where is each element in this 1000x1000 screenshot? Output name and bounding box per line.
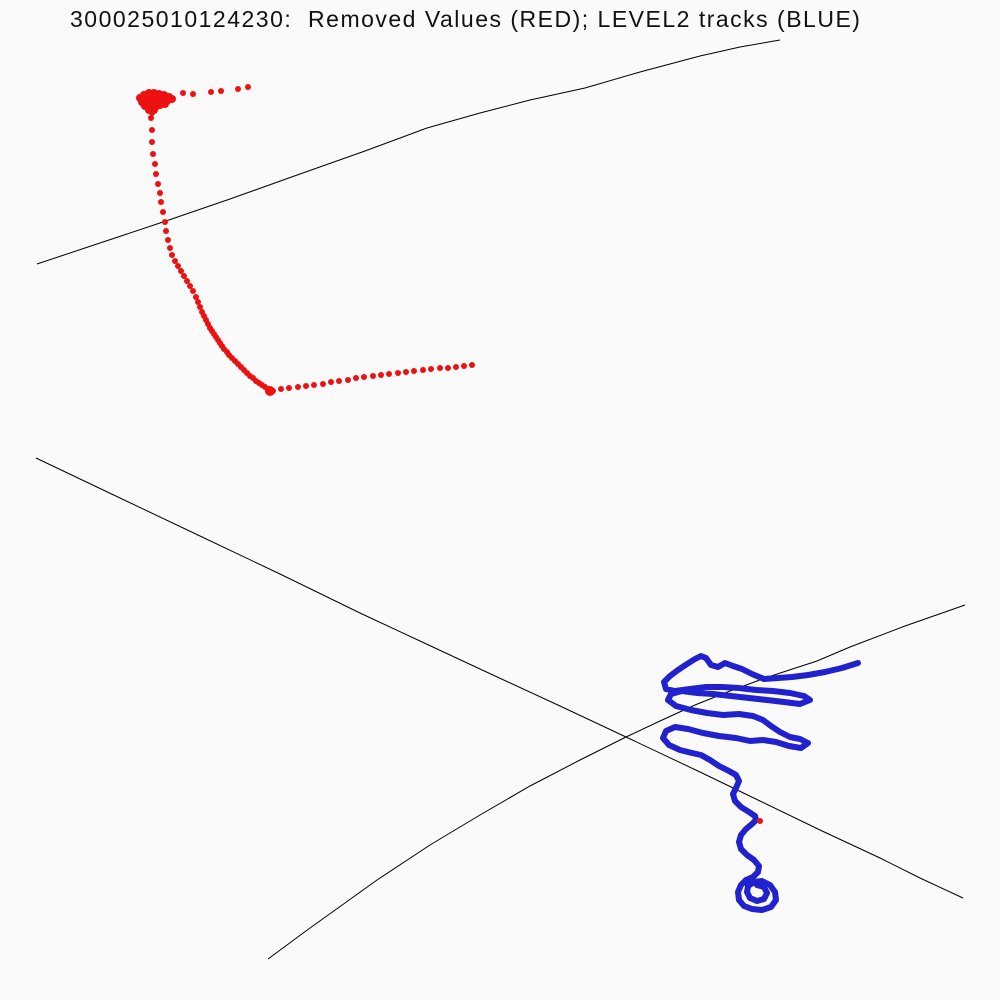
removed-value-dot	[149, 110, 155, 116]
removed-value-dot	[345, 377, 351, 383]
removed-value-dot	[286, 385, 292, 391]
removed-value-dot	[149, 127, 155, 133]
removed-value-dot	[757, 818, 763, 824]
removed-value-dot	[165, 237, 171, 243]
removed-value-dot	[336, 378, 342, 384]
removed-value-dot	[162, 219, 168, 225]
removed-value-dot	[411, 368, 417, 374]
removed-value-dot	[153, 171, 159, 177]
removed-value-dot	[303, 383, 309, 389]
removed-value-dot	[395, 370, 401, 376]
removed-value-dot	[370, 373, 376, 379]
removed-value-dot	[420, 367, 426, 373]
removed-value-dot	[160, 209, 166, 215]
removed-value-dot	[172, 258, 178, 264]
level2-track-line	[660, 653, 861, 913]
removed-value-dot	[181, 273, 187, 279]
removed-value-dot	[378, 372, 384, 378]
level2-tracks-series	[660, 653, 861, 913]
removed-value-dot	[161, 100, 169, 108]
removed-value-dot	[187, 283, 193, 289]
removed-value-dot	[184, 278, 190, 284]
removed-value-dot	[148, 115, 154, 121]
removed-value-dot	[190, 91, 196, 97]
removed-value-dot	[180, 90, 186, 96]
removed-value-dot	[163, 228, 169, 234]
removed-value-dot	[193, 294, 199, 300]
removed-value-dot	[197, 304, 203, 310]
map-boundary-line-1	[36, 39, 781, 265]
removed-value-dot	[453, 364, 459, 370]
removed-value-dot	[469, 362, 475, 368]
removed-value-dot	[195, 299, 201, 305]
removed-value-dot	[155, 181, 161, 187]
removed-value-dot	[150, 151, 156, 157]
removed-value-dot	[178, 268, 184, 274]
removed-value-dot	[278, 386, 284, 392]
map-boundary-line-3	[267, 604, 966, 960]
removed-value-dot	[361, 374, 367, 380]
removed-value-dot	[208, 89, 214, 95]
removed-value-dot	[175, 263, 181, 269]
removed-value-dot	[403, 369, 409, 375]
map-boundary-line-2	[35, 457, 964, 899]
removed-values-series	[136, 84, 763, 824]
removed-value-dot	[328, 379, 334, 385]
removed-value-dot	[386, 371, 392, 377]
removed-value-dot	[445, 365, 451, 371]
removed-value-dot	[218, 88, 224, 94]
removed-value-dot	[190, 288, 196, 294]
removed-value-dot	[320, 381, 326, 387]
removed-value-dot	[437, 365, 443, 371]
removed-value-dot	[169, 252, 175, 258]
removed-value-dot	[158, 199, 164, 205]
removed-value-dot	[461, 363, 467, 369]
removed-value-dot	[152, 161, 158, 167]
removed-value-dot	[428, 366, 434, 372]
removed-value-dot	[245, 84, 251, 90]
removed-value-dot	[295, 384, 301, 390]
removed-value-dot	[149, 139, 155, 145]
removed-value-dot	[311, 382, 317, 388]
removed-value-dot	[235, 86, 241, 92]
removed-value-dot	[270, 388, 276, 394]
removed-value-dot	[353, 375, 359, 381]
removed-value-dot	[167, 245, 173, 251]
plot-title: 300025010124230: Removed Values (RED); L…	[70, 6, 862, 32]
removed-value-dot	[157, 190, 163, 196]
